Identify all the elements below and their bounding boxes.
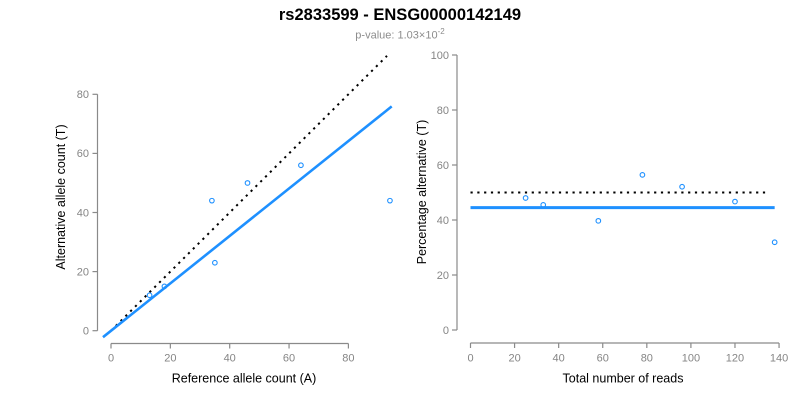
data-point [639,172,646,178]
data-point [522,195,529,201]
percentage-alternative-scatter: 0 20 40 60 80 100 0 20 40 60 80 100 120 140 Total numb… [415,50,788,386]
data-point [209,197,215,204]
fit-line [102,105,393,339]
identity-line [110,55,388,332]
data-point [540,202,547,208]
data-point [244,180,251,186]
x-tick-label: 40 [553,353,565,365]
p-value-mantissa: 1.03×10 [397,29,438,42]
y-tick-label: 80 [437,105,449,117]
x-tick-label: 60 [597,353,609,365]
figure-subtitle: p-value: 1.03×10-2 [0,27,800,42]
data-point [771,239,778,246]
data-point [298,162,304,169]
y-tick-label: 80 [77,89,89,101]
y-axis-title: Alternative allele count (T) [54,124,68,269]
x-tick-label: 100 [682,353,700,365]
y-tick-label: 40 [77,207,89,219]
data-point [679,183,685,190]
y-tick-label: 0 [83,326,89,338]
y-tick-label: 60 [77,148,89,160]
x-tick-label: 40 [224,353,236,365]
data-point [161,283,168,290]
y-tick-label: 60 [437,160,449,172]
data-point [732,198,738,205]
y-tick-label: 20 [77,266,89,278]
x-tick-label: 20 [164,353,176,365]
x-tick-label: 0 [467,353,473,365]
y-tick-label: 0 [443,325,449,337]
data-point [595,217,602,224]
data-point [387,197,393,204]
data-point [146,292,153,299]
y-tick-label: 20 [437,270,449,282]
y-axis-title: Percentage alternative (T) [415,120,429,265]
x-axis-title: Reference allele count (A) [172,372,317,386]
p-value-label: p-value: [355,29,395,42]
x-tick-label: 20 [508,353,520,365]
x-tick-label: 60 [283,353,295,365]
x-tick-label: 120 [726,353,744,365]
x-tick-label: 0 [108,353,114,365]
x-tick-label: 140 [770,353,788,365]
data-point [212,259,218,266]
allele-count-scatter: 0 20 40 60 80 0 20 40 60 80 Reference allele count… [54,55,393,386]
p-value-exponent: -2 [437,27,445,36]
figure-title: rs2833599 - ENSG00000142149 [278,6,522,24]
y-tick-label: 100 [431,50,449,62]
x-tick-label: 80 [342,353,354,365]
x-tick-label: 80 [641,353,653,365]
x-axis-title: Total number of reads [563,372,684,386]
y-tick-label: 40 [437,215,449,227]
